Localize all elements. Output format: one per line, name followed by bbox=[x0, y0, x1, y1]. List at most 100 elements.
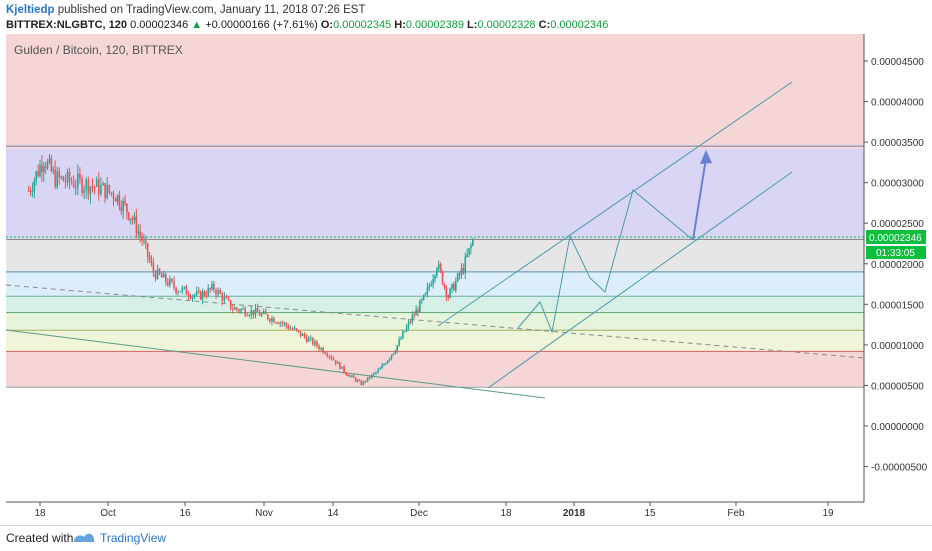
candle-body bbox=[295, 328, 298, 331]
y-tick-label: 0.00000000 bbox=[871, 422, 924, 433]
footer: Created with TradingView bbox=[0, 525, 932, 551]
candle-body bbox=[41, 165, 43, 172]
candle-body bbox=[456, 273, 459, 282]
candle-body bbox=[181, 287, 184, 292]
fib-levels bbox=[6, 145, 864, 388]
candle-body bbox=[464, 256, 467, 273]
candle-body bbox=[238, 309, 240, 312]
candle-body bbox=[430, 284, 433, 286]
price-chart[interactable]: Gulden / Bitcoin, 120, BITTREX 0.0000450… bbox=[0, 32, 932, 525]
candle-body bbox=[60, 176, 63, 178]
candle-body bbox=[383, 364, 385, 366]
candle-body bbox=[120, 206, 123, 212]
candle-body bbox=[156, 268, 159, 279]
candle-body bbox=[334, 360, 337, 364]
candle-body bbox=[162, 273, 165, 278]
candle-body bbox=[217, 290, 219, 295]
candle-body bbox=[33, 180, 36, 191]
y-tick-label: 0.00002500 bbox=[871, 219, 924, 230]
candle-body bbox=[260, 313, 263, 316]
fib-zone-teal bbox=[6, 297, 864, 314]
author-link[interactable]: Kjeltiedp bbox=[6, 4, 55, 16]
candle-body bbox=[441, 271, 444, 285]
candle-body bbox=[432, 279, 434, 285]
candle-body bbox=[351, 375, 353, 377]
candle-body bbox=[167, 282, 169, 286]
candle-body bbox=[231, 308, 234, 310]
candle-body bbox=[405, 326, 408, 332]
candle-body bbox=[339, 362, 341, 369]
candle-body bbox=[299, 331, 302, 336]
candle-body bbox=[422, 295, 425, 300]
candle-body bbox=[267, 314, 269, 320]
candle-body bbox=[453, 283, 455, 291]
candle-body bbox=[256, 307, 259, 313]
fib-zone-top bbox=[6, 34, 864, 149]
candle-body bbox=[413, 315, 416, 317]
candle-body bbox=[240, 309, 242, 312]
candle-body bbox=[66, 171, 69, 183]
fib-zone-green bbox=[6, 314, 864, 330]
candle-body bbox=[85, 179, 87, 190]
candle-body bbox=[468, 248, 470, 255]
candle-body bbox=[150, 260, 153, 264]
candle-body bbox=[29, 190, 32, 192]
candle-body bbox=[394, 351, 397, 354]
fib-zone-purple bbox=[6, 149, 864, 239]
countdown-tag bbox=[866, 246, 926, 259]
x-axis[interactable]: 18 Oct 16 Nov 14 Dec 18 2018 15 Feb 19 bbox=[34, 502, 834, 519]
created-with-label: Created with bbox=[6, 531, 74, 545]
candle-body bbox=[128, 212, 130, 220]
candle-body bbox=[175, 287, 177, 293]
x-tick-label: 16 bbox=[179, 508, 191, 519]
candle-body bbox=[79, 173, 81, 179]
candle-body bbox=[81, 178, 83, 193]
y-axis[interactable]: 0.00004500 0.00004000 0.00003500 0.00003000… bbox=[864, 57, 928, 474]
tradingview-logo-icon[interactable] bbox=[72, 529, 96, 545]
x-tick-label: 14 bbox=[327, 508, 339, 519]
candle-body bbox=[154, 272, 157, 279]
open-value: 0.00002345 bbox=[333, 19, 392, 31]
tradingview-link[interactable]: TradingView bbox=[100, 531, 167, 545]
candle-body bbox=[54, 169, 56, 187]
candle-body bbox=[37, 171, 39, 176]
candle-body bbox=[324, 352, 327, 354]
candle-body bbox=[195, 291, 198, 295]
x-tick-label: 2018 bbox=[563, 508, 586, 519]
candle-body bbox=[102, 183, 104, 186]
candle-body bbox=[129, 218, 132, 220]
candle-body bbox=[285, 322, 288, 326]
candle-body bbox=[72, 182, 75, 188]
fib-zone-bottom bbox=[6, 352, 864, 386]
candle-body bbox=[122, 200, 124, 212]
candle-body bbox=[330, 356, 333, 359]
low-label: L: bbox=[467, 19, 478, 31]
candle-body bbox=[428, 285, 431, 288]
candle-body bbox=[191, 295, 194, 299]
candle-body bbox=[366, 377, 369, 382]
candle-body bbox=[189, 296, 192, 299]
candle-body bbox=[347, 374, 349, 377]
candle-body bbox=[98, 179, 100, 195]
candle-body bbox=[291, 328, 294, 330]
y-tick-label: 0.00003000 bbox=[871, 179, 924, 190]
projection-path bbox=[517, 189, 694, 334]
candle-body bbox=[407, 321, 410, 327]
candle-body bbox=[343, 366, 345, 373]
candle-body bbox=[58, 171, 61, 178]
candle-body bbox=[225, 296, 228, 299]
candle-body bbox=[458, 273, 461, 275]
close-label: C: bbox=[538, 19, 551, 31]
channel-lower-line bbox=[487, 171, 793, 389]
x-tick-label: 19 bbox=[822, 508, 834, 519]
candle-body bbox=[242, 308, 244, 310]
candle-body bbox=[116, 195, 119, 202]
candle-body bbox=[390, 354, 393, 359]
x-tick-label: 15 bbox=[644, 508, 656, 519]
target-arrow-icon bbox=[700, 150, 712, 164]
candle-body bbox=[287, 325, 290, 329]
candle-body bbox=[27, 190, 30, 192]
candle-body bbox=[124, 200, 126, 204]
candle-body bbox=[411, 315, 414, 322]
candle-body bbox=[379, 368, 381, 370]
